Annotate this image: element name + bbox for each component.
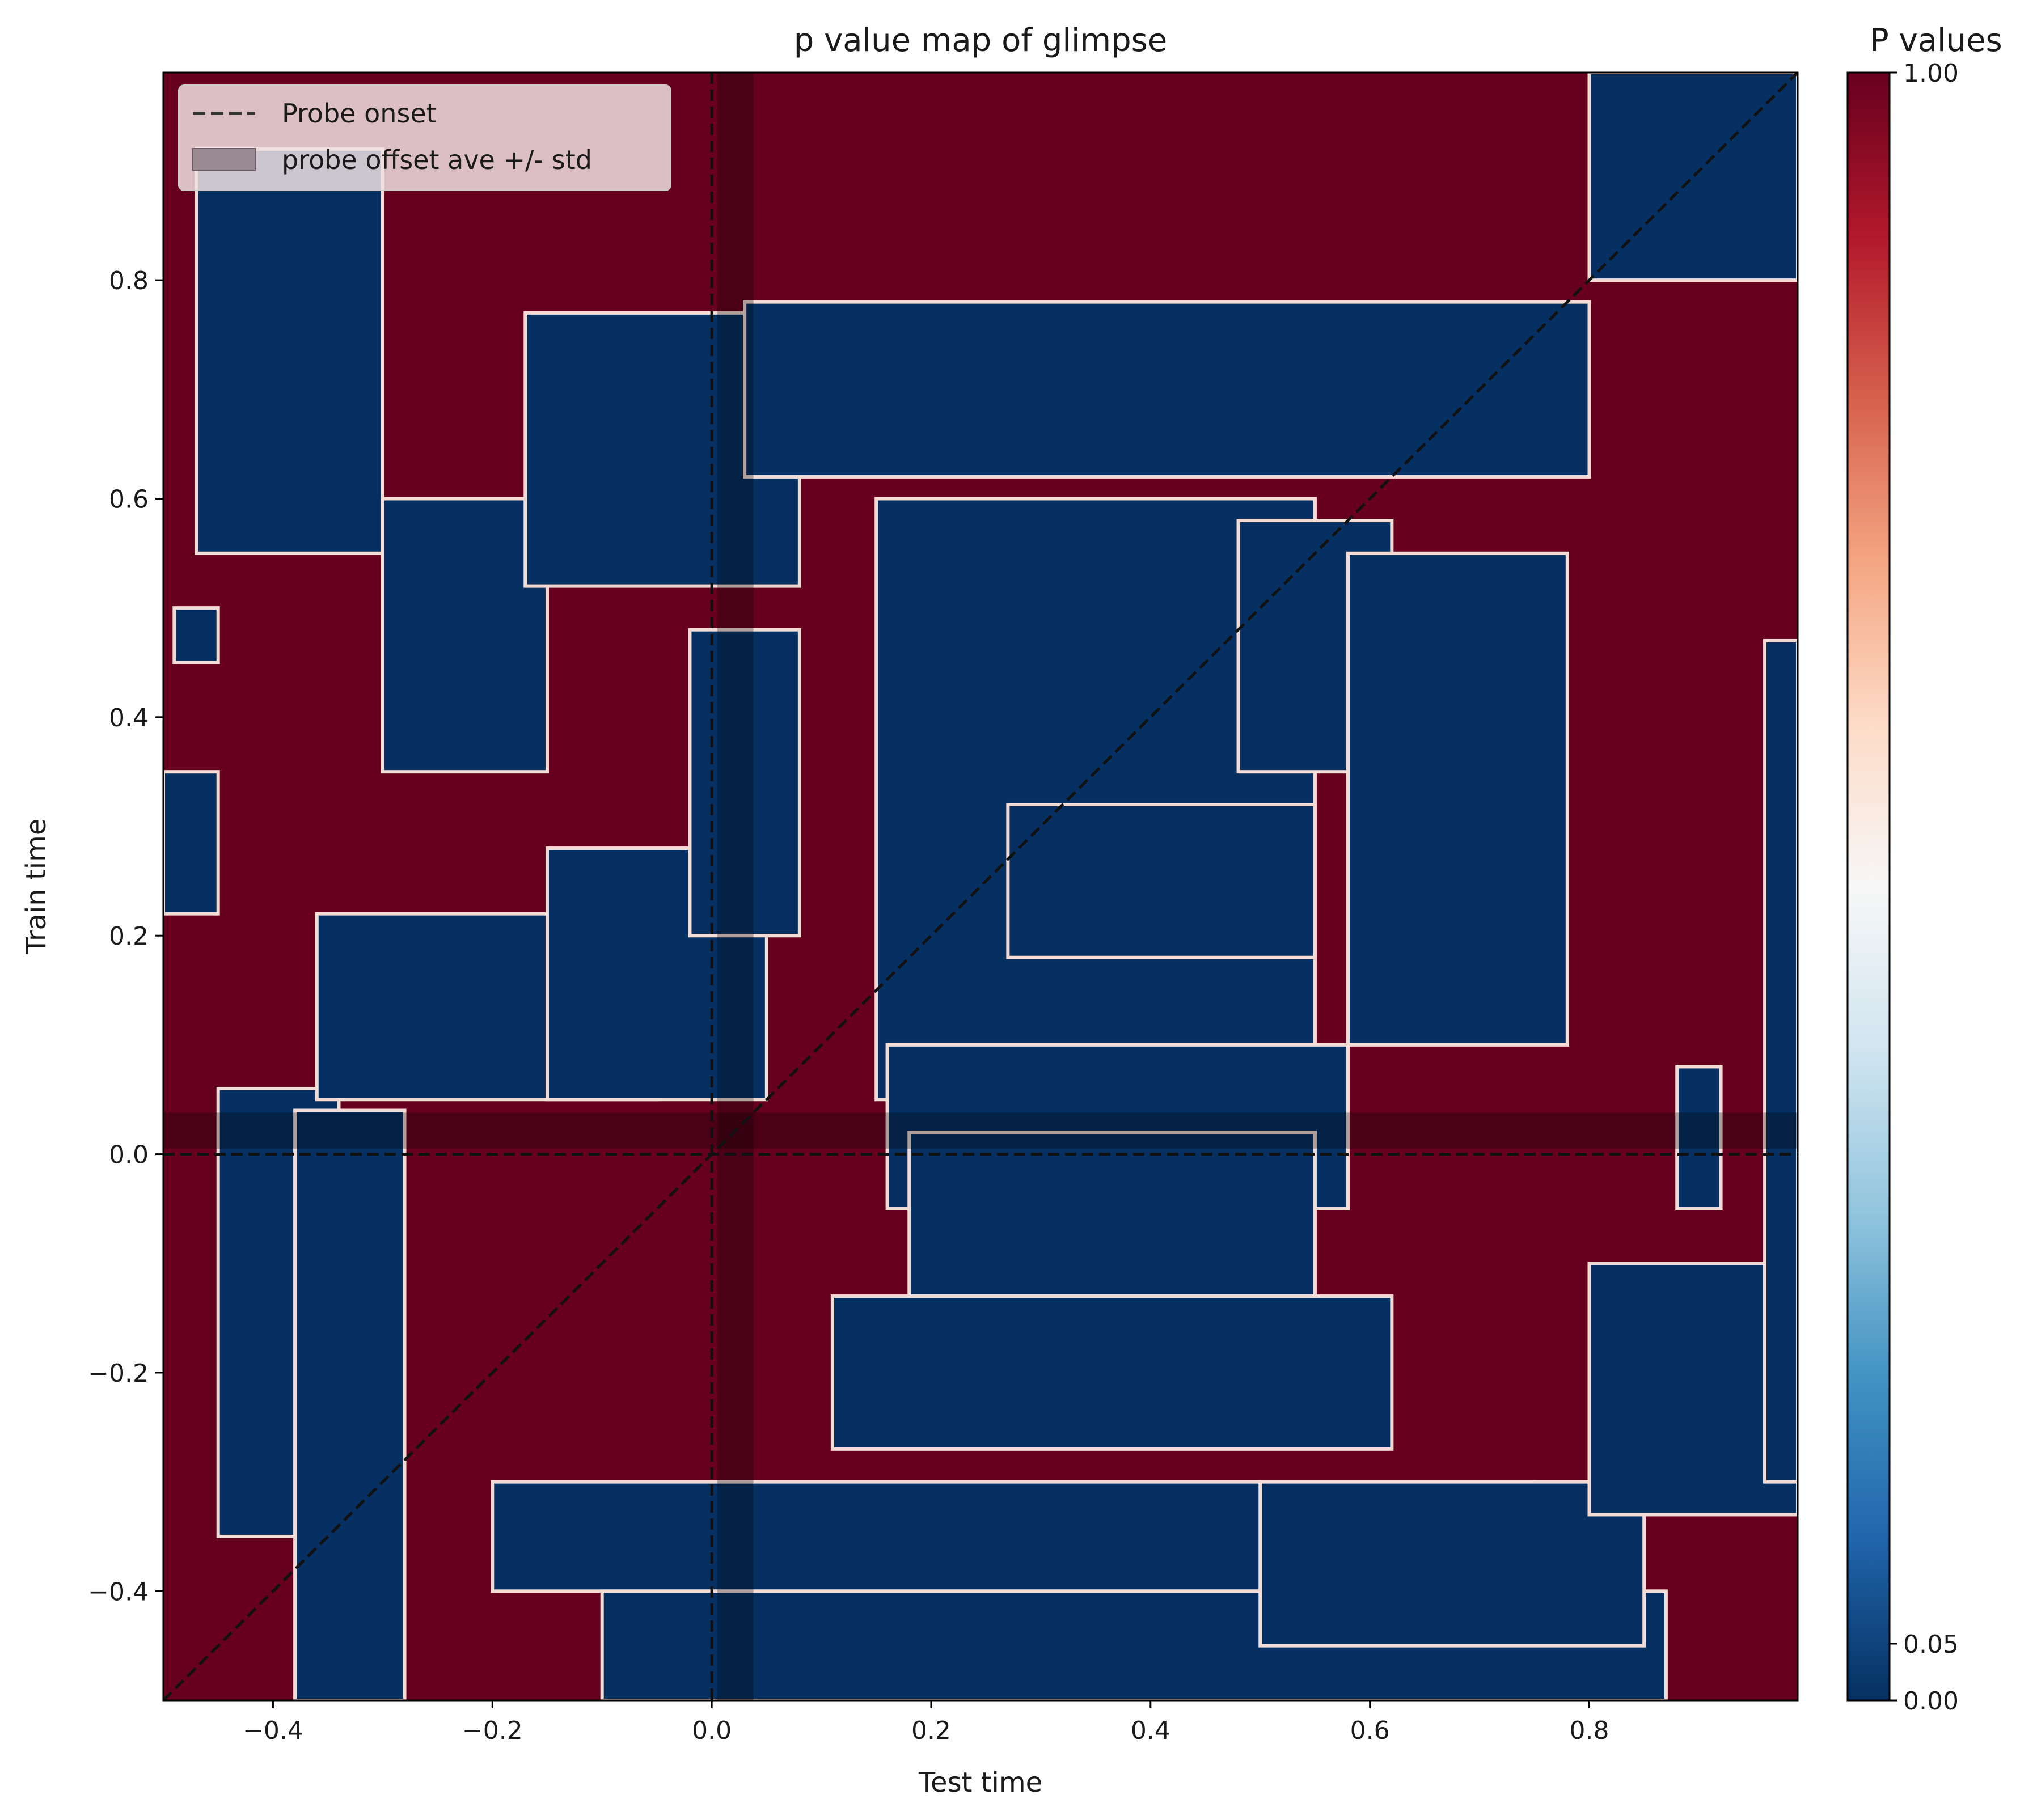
significant-region bbox=[172, 606, 220, 664]
colorbar-title: P values bbox=[1870, 22, 2002, 59]
chart-title: p value map of glimpse bbox=[794, 22, 1168, 59]
probe-offset-band-vertical bbox=[717, 73, 754, 1700]
legend-box bbox=[178, 84, 671, 191]
legend-probe-offset-swatch bbox=[192, 148, 256, 171]
y-tick-label: 0.8 bbox=[109, 266, 149, 295]
significant-region bbox=[381, 497, 549, 774]
colorbar-tick-label: 1.00 bbox=[1903, 59, 1959, 88]
diagonal-line bbox=[163, 73, 1798, 1700]
significant-region bbox=[1763, 638, 1798, 1484]
colorbar-tick-label: 0.00 bbox=[1903, 1687, 1959, 1716]
colorbar-strip bbox=[1846, 71, 1891, 1702]
significant-region bbox=[1587, 1262, 1798, 1517]
colorbar-tick-label: 0.05 bbox=[1903, 1630, 1959, 1659]
significant-region bbox=[743, 300, 1591, 479]
significant-region bbox=[1258, 1480, 1646, 1648]
colorbar: P values 0.00 0.05 1.00 bbox=[1846, 22, 2002, 1716]
x-axis-label: Test time bbox=[918, 1767, 1042, 1798]
significant-region bbox=[1006, 802, 1317, 959]
y-tick-label: 0.4 bbox=[109, 704, 149, 733]
significant-regions bbox=[163, 73, 1798, 1700]
y-axis-ticks: −0.4 −0.2 0.0 0.2 0.4 0.6 0.8 bbox=[88, 266, 163, 1606]
x-tick-label: 0.8 bbox=[1570, 1716, 1609, 1745]
legend: Probe onset probe offset ave +/- std bbox=[178, 84, 671, 191]
significant-region bbox=[1675, 1065, 1723, 1210]
y-tick-label: 0.2 bbox=[109, 922, 149, 951]
significant-region bbox=[1346, 551, 1569, 1047]
y-tick-label: −0.4 bbox=[88, 1577, 149, 1606]
x-axis-ticks: −0.4 −0.2 0.0 0.2 0.4 0.6 0.8 bbox=[243, 1700, 1609, 1745]
y-tick-label: −0.2 bbox=[88, 1359, 149, 1388]
plot-area bbox=[162, 71, 1799, 1702]
y-axis-label: Train time bbox=[20, 819, 52, 955]
onset-overlays bbox=[163, 73, 1798, 1700]
significant-region bbox=[545, 846, 768, 1102]
x-tick-label: −0.2 bbox=[462, 1716, 523, 1745]
legend-probe-offset-label: probe offset ave +/- std bbox=[282, 145, 592, 175]
y-tick-label: 0.0 bbox=[109, 1141, 149, 1170]
colorbar-ticks: 0.00 0.05 1.00 bbox=[1890, 59, 1959, 1716]
probe-offset-band-horizontal bbox=[163, 1112, 1798, 1149]
x-tick-label: 0.4 bbox=[1131, 1716, 1170, 1745]
x-tick-label: −0.4 bbox=[243, 1716, 303, 1745]
legend-probe-onset-label: Probe onset bbox=[282, 98, 437, 129]
x-tick-label: 0.2 bbox=[911, 1716, 951, 1745]
x-tick-label: 0.0 bbox=[692, 1716, 732, 1745]
significant-region bbox=[688, 628, 801, 938]
significant-region bbox=[293, 1108, 407, 1700]
significant-region bbox=[163, 770, 220, 916]
significant-region bbox=[830, 1294, 1394, 1451]
significant-region bbox=[907, 1131, 1317, 1298]
x-tick-label: 0.6 bbox=[1350, 1716, 1390, 1745]
plot-frame bbox=[162, 71, 1799, 1702]
significant-region bbox=[195, 147, 384, 555]
y-tick-label: 0.6 bbox=[109, 485, 149, 514]
